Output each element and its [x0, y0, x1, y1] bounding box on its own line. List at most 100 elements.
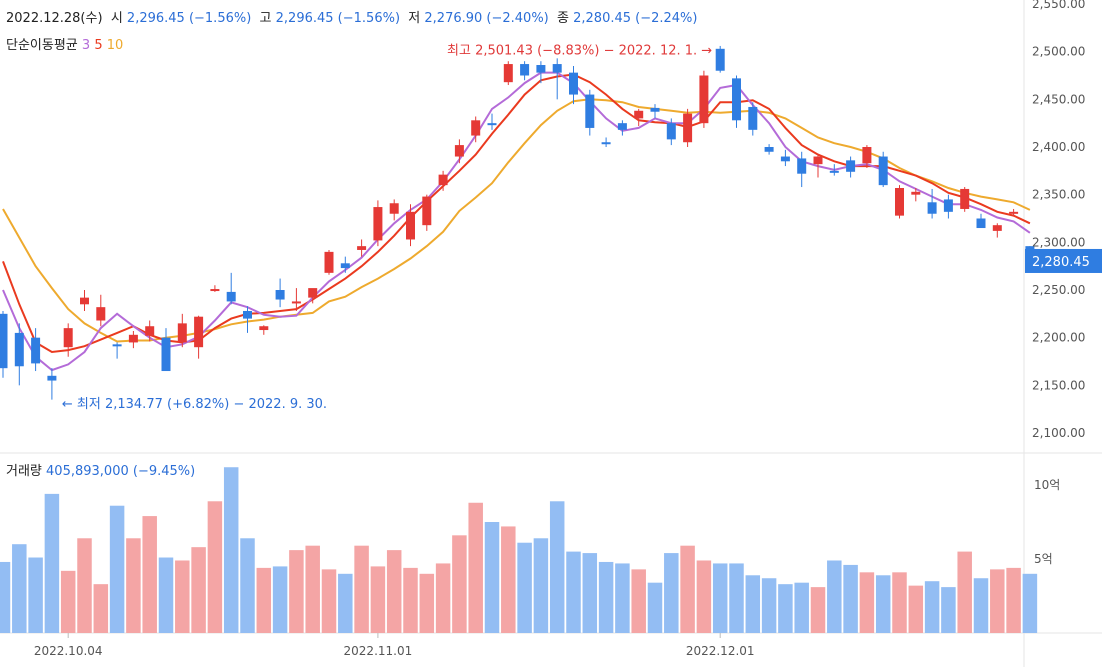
candle — [634, 108, 644, 127]
low-label: 저 — [408, 11, 421, 26]
volume-bar — [696, 560, 712, 633]
candle — [324, 249, 334, 275]
candle-body — [259, 326, 269, 331]
volume-bar — [175, 560, 190, 633]
candle-body — [601, 142, 611, 145]
candle-body — [47, 375, 57, 381]
ma3-legend[interactable]: 3 — [81, 38, 91, 53]
candle-body — [422, 196, 432, 226]
candle — [960, 187, 970, 212]
candle — [617, 120, 627, 136]
volume-bar — [827, 560, 842, 633]
low-annotation: ← 최저 2,134.77 (+6.82%) − 2022. 9. 30. — [62, 397, 327, 412]
open-label: 시 — [110, 11, 123, 26]
volume-bar — [533, 538, 549, 633]
volume-bar — [680, 545, 695, 633]
candle — [911, 187, 921, 202]
candle-body — [1009, 211, 1019, 214]
candle-body — [911, 191, 921, 195]
volume-bar — [941, 587, 956, 633]
candle-body — [992, 225, 1002, 231]
candle-body — [243, 310, 252, 319]
candle — [128, 330, 138, 349]
volume-bar — [712, 563, 728, 633]
candle — [976, 213, 986, 229]
candle — [422, 194, 432, 231]
volume-legend-value: 405,893,000 (−9.45%) — [46, 464, 196, 479]
volume-bar — [1022, 573, 1038, 633]
candle-body — [878, 156, 888, 186]
annotations: 최고 2,501.43 (−8.83%) − 2022. 12. 1. → ← 최… — [62, 43, 712, 412]
candle-body — [732, 78, 741, 121]
candle-body — [813, 156, 823, 165]
candle — [715, 45, 725, 73]
price-tick-label: 2,350.00 — [1032, 188, 1085, 202]
volume-bar — [12, 544, 27, 633]
candle-body — [373, 207, 383, 241]
candle — [927, 188, 937, 219]
candle-body — [177, 323, 187, 343]
volume-bar — [44, 493, 60, 633]
candle — [291, 288, 301, 311]
volume-bar — [419, 573, 435, 633]
candle-body — [96, 307, 106, 321]
candle-body — [976, 218, 986, 229]
candle-body — [454, 145, 464, 157]
candle — [585, 89, 595, 136]
high-value: 2,296.45 (−1.56%) — [275, 11, 401, 26]
ma-legend-title: 단순이동평균 — [6, 38, 78, 53]
candle-body — [487, 123, 497, 126]
candle — [650, 104, 660, 119]
candle — [373, 200, 383, 247]
current-price-label: 2,280.45 — [1032, 255, 1090, 270]
volume-bar — [810, 587, 826, 633]
candle-body — [145, 326, 155, 336]
volume-bar — [272, 566, 288, 633]
volume-bar — [908, 585, 924, 633]
price-tick-label: 2,300.00 — [1032, 235, 1085, 249]
candle — [80, 290, 89, 311]
candle-body — [569, 72, 578, 95]
candle — [520, 61, 530, 81]
candle — [487, 113, 497, 130]
candle — [895, 185, 904, 219]
volume-bar — [435, 563, 451, 633]
volume-bar — [207, 501, 223, 633]
candle-body — [748, 106, 758, 130]
volume-bar — [223, 467, 239, 633]
candle-body — [112, 344, 122, 347]
candle-body — [0, 313, 8, 369]
ma3-line — [2, 71, 1031, 372]
candle-body — [14, 332, 24, 367]
candle-body — [780, 156, 790, 162]
candle — [389, 199, 399, 221]
volume-bar — [761, 578, 777, 633]
candle-body — [552, 64, 562, 73]
candlesticks — [0, 45, 1035, 400]
volume-bar — [289, 550, 304, 633]
volume-bar — [191, 547, 206, 633]
volume-bar — [501, 526, 516, 633]
ma-legend[interactable]: 단순이동평균 3 5 10 — [6, 34, 123, 53]
open-value: 2,296.45 (−1.56%) — [126, 11, 252, 26]
volume-bar — [745, 575, 761, 633]
ma10-legend[interactable]: 10 — [106, 38, 124, 53]
ma5-legend[interactable]: 5 — [94, 38, 103, 53]
candle — [194, 315, 204, 359]
candle — [0, 310, 8, 378]
volume-bar — [517, 542, 532, 633]
volume-bar — [256, 567, 272, 633]
volume-bar — [158, 557, 174, 633]
volume-bar — [0, 561, 11, 633]
price-tick-label: 2,400.00 — [1032, 140, 1085, 154]
volume-bar — [1006, 567, 1021, 633]
candle-body — [194, 316, 204, 348]
volume-bar — [142, 516, 157, 633]
candle — [275, 278, 285, 308]
candle-body — [324, 251, 334, 273]
volume-bar — [598, 561, 614, 633]
high-label: 고 — [259, 11, 272, 26]
volume-bar — [468, 502, 483, 633]
candle — [829, 164, 839, 176]
